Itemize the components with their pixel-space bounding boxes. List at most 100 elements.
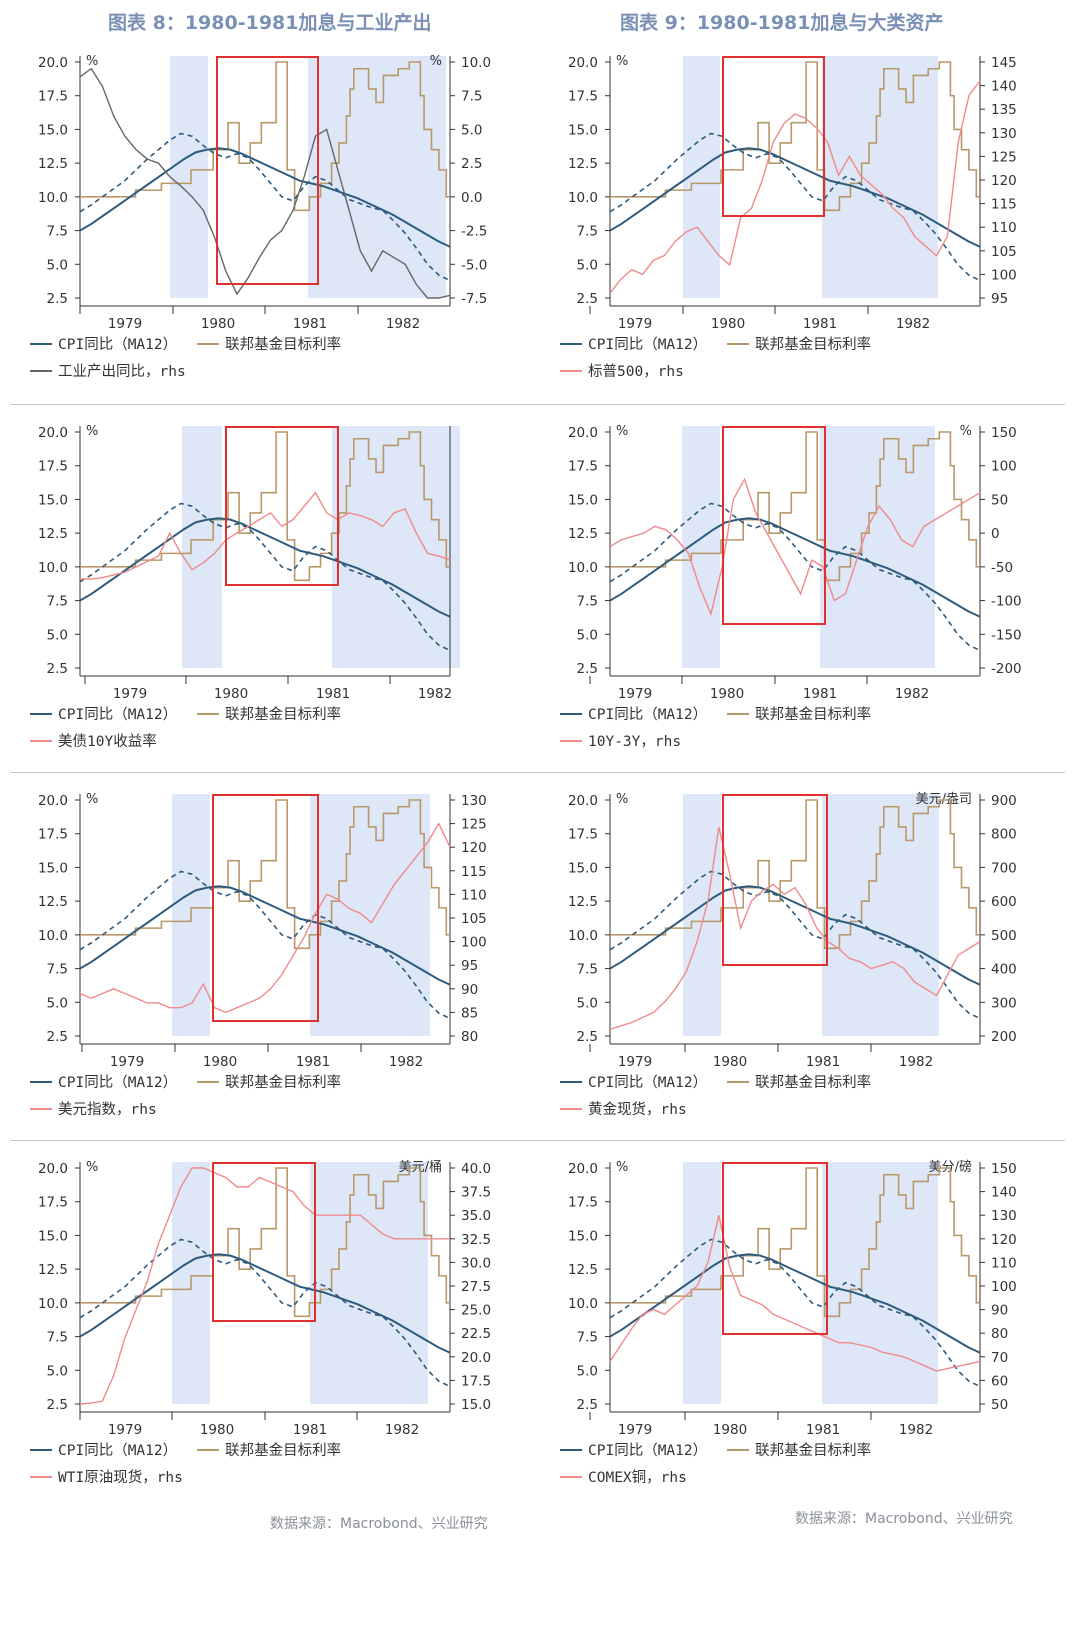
legend-swatch-rhs xyxy=(30,739,52,742)
chart-svg: 20.0 17.5 15.0 12.5 10.0 7.5 5.0 2.5% 1979 1980 19… xyxy=(38,424,460,702)
legend-label-rhs: 标普500，rhs xyxy=(588,364,684,380)
legend-label-rhs: 美债10Y收益率 xyxy=(58,734,157,750)
lhs-tick-label: 17.5 xyxy=(38,827,68,843)
lhs-tick-label: 2.5 xyxy=(577,1029,598,1045)
lhs-tick-label: 20.0 xyxy=(38,55,68,71)
rhs-tick-label: 110 xyxy=(991,1255,1017,1271)
legend-row-main: CPI同比（MA12） 联邦基金目标利率 xyxy=(560,1071,891,1092)
lhs-unit: % xyxy=(616,424,628,439)
row-divider xyxy=(10,1140,1065,1141)
series-rhs xyxy=(609,826,981,1030)
lhs-unit: % xyxy=(616,54,628,69)
series-cpi-dashed xyxy=(609,870,981,1020)
lhs-tick-label: 5.0 xyxy=(47,257,68,273)
rhs-tick-label: 27.5 xyxy=(461,1279,491,1295)
lhs-tick-label: 2.5 xyxy=(47,291,68,307)
legend-row-main: CPI同比（MA12） 联邦基金目标利率 xyxy=(560,703,891,724)
legend-item-rhs: 工业产出同比，rhs xyxy=(30,360,186,381)
legend-swatch-rhs xyxy=(30,1107,52,1110)
lhs-unit: % xyxy=(86,424,98,439)
series-fed-funds xyxy=(80,1167,450,1318)
legend-item-cpi: CPI同比（MA12） xyxy=(560,703,707,724)
recession-shade xyxy=(170,56,208,298)
legend-label-cpi: CPI同比（MA12） xyxy=(588,707,708,723)
chart-panel-gold: 20.0 17.5 15.0 12.5 10.0 7.5 5.0 2.5% 900 800 700 6… xyxy=(540,778,1050,1138)
lhs-tick-label: 15.0 xyxy=(38,492,68,508)
lhs-tick-label: 20.0 xyxy=(568,55,598,71)
legend-item-fed: 联邦基金目标利率 xyxy=(727,1439,871,1460)
legend-label-fed: 联邦基金目标利率 xyxy=(225,1075,342,1091)
legend-label-cpi: CPI同比（MA12） xyxy=(588,1443,708,1459)
lhs-tick-label: 2.5 xyxy=(577,661,598,677)
legend-swatch-fed xyxy=(197,712,220,715)
rhs-tick-label: 100 xyxy=(991,267,1017,283)
x-tick-label: 1982 xyxy=(386,316,420,332)
legend-swatch-fed xyxy=(197,1080,220,1083)
rhs-tick-label: 95 xyxy=(461,958,478,974)
series-cpi xyxy=(79,147,451,248)
lhs-tick-label: 17.5 xyxy=(568,1195,598,1211)
rhs-tick-label: -200 xyxy=(991,661,1022,677)
highlight-box xyxy=(212,1162,316,1322)
legend-row-main: CPI同比（MA12） 联邦基金目标利率 xyxy=(560,1439,891,1460)
rhs-tick-label: 85 xyxy=(461,1005,478,1021)
rhs-tick-label: 300 xyxy=(991,995,1017,1011)
lhs-tick-label: 20.0 xyxy=(38,1161,68,1177)
series-rhs xyxy=(79,822,451,1014)
legend-label-fed: 联邦基金目标利率 xyxy=(225,1443,342,1459)
legend-label-rhs: COMEX铜，rhs xyxy=(588,1470,687,1486)
legend-item-rhs: WTI原油现货，rhs xyxy=(30,1466,183,1487)
legend-row-main: CPI同比（MA12） 联邦基金目标利率 xyxy=(30,333,361,354)
rhs-tick-label: 500 xyxy=(991,928,1017,944)
rhs-tick-label: 90 xyxy=(461,982,478,998)
legend-swatch-cpi xyxy=(30,712,52,715)
lhs-tick-label: 17.5 xyxy=(568,459,598,475)
legend-row-rhs: 美债10Y收益率 xyxy=(30,730,177,751)
rhs-tick-label: 30.0 xyxy=(461,1255,491,1271)
rhs-tick-label: 70 xyxy=(991,1350,1008,1366)
legend-swatch-fed xyxy=(727,1448,750,1451)
lhs-tick-label: 2.5 xyxy=(577,1397,598,1413)
lhs-tick-label: 15.0 xyxy=(38,122,68,138)
rhs-tick-label: 900 xyxy=(991,793,1017,809)
rhs-tick-label: 110 xyxy=(461,887,487,903)
legend-swatch-fed xyxy=(727,712,750,715)
legend-label-rhs: 10Y-3Y，rhs xyxy=(588,734,682,750)
rhs-tick-label: 90 xyxy=(991,1303,1008,1319)
legend-item-rhs: 标普500，rhs xyxy=(560,360,684,381)
series-fed-funds xyxy=(610,799,980,950)
lhs-tick-label: 17.5 xyxy=(568,827,598,843)
x-tick-label: 1981 xyxy=(296,1054,330,1070)
series-fed-funds xyxy=(610,1167,980,1318)
lhs-tick-label: 5.0 xyxy=(47,995,68,1011)
x-tick-label: 1979 xyxy=(113,686,147,702)
rhs-tick-label: 22.5 xyxy=(461,1326,491,1342)
row-divider xyxy=(10,404,1065,405)
lhs-tick-label: 12.5 xyxy=(568,894,598,910)
lhs-tick-label: 5.0 xyxy=(577,257,598,273)
chart-panel-10y-3y-spread: 20.0 17.5 15.0 12.5 10.0 7.5 5.0 2.5% 150 100 50 0 -… xyxy=(540,410,1050,770)
x-tick-label: 1980 xyxy=(713,1422,747,1438)
lhs-tick-label: 7.5 xyxy=(577,224,598,240)
series-cpi xyxy=(79,517,451,618)
rhs-tick-label: -2.5 xyxy=(461,224,487,240)
series-rhs xyxy=(79,67,451,299)
rhs-tick-label: 2.5 xyxy=(461,156,482,172)
legend-item-rhs: 黄金现货，rhs xyxy=(560,1098,687,1119)
x-tick-label: 1982 xyxy=(389,1054,423,1070)
legend-swatch-cpi xyxy=(560,1080,582,1083)
legend-row-rhs: 标普500，rhs xyxy=(560,360,704,381)
chart-svg: 20.0 17.5 15.0 12.5 10.0 7.5 5.0 2.5% 150 100 50 0 -… xyxy=(568,424,1022,702)
x-tick-label: 1982 xyxy=(899,1054,933,1070)
legend-swatch-cpi xyxy=(30,1080,52,1083)
rhs-tick-label: 105 xyxy=(461,911,487,927)
legend-swatch-rhs xyxy=(30,369,52,372)
lhs-tick-label: 2.5 xyxy=(47,1029,68,1045)
series-rhs xyxy=(80,491,451,580)
series-cpi xyxy=(609,517,981,618)
legend-swatch-fed xyxy=(197,342,220,345)
legend-label-cpi: CPI同比（MA12） xyxy=(588,337,708,353)
x-tick-label: 1982 xyxy=(385,1422,419,1438)
lhs-tick-label: 15.0 xyxy=(568,1228,598,1244)
lhs-tick-label: 2.5 xyxy=(47,661,68,677)
